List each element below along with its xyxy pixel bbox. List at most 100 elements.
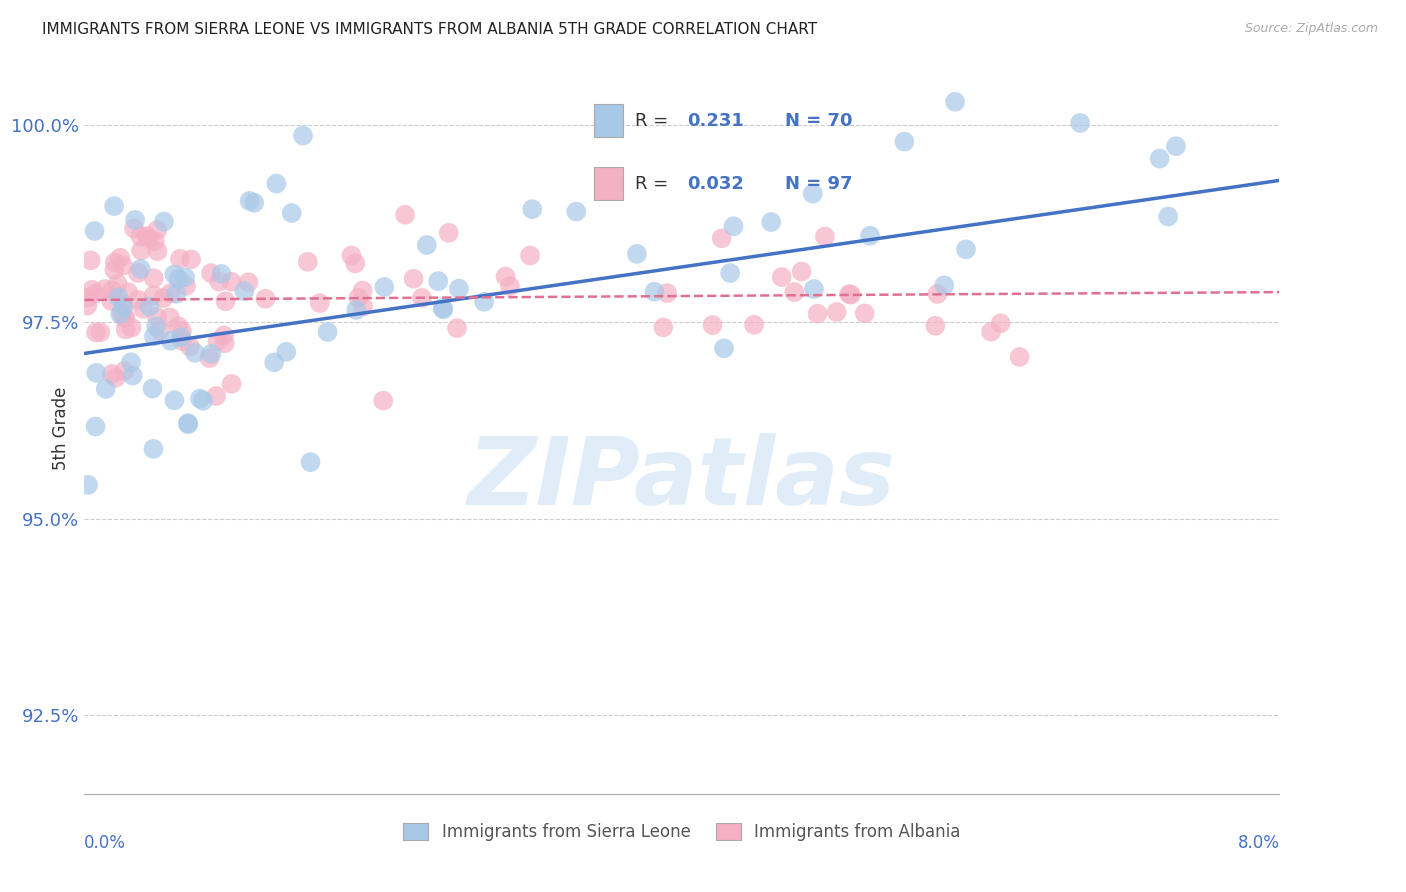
Point [104, 371, 127, 385]
Point [110, 251, 132, 265]
Point [352, 284, 374, 298]
Point [522, 202, 544, 217]
Point [432, 301, 454, 315]
Point [184, 346, 207, 360]
Point [643, 285, 665, 299]
Point [112, 364, 135, 378]
Point [198, 351, 221, 365]
Point [519, 248, 541, 262]
Point [238, 275, 260, 289]
Point [344, 256, 367, 270]
Point [129, 229, 152, 244]
Text: Source: ZipAtlas.com: Source: ZipAtlas.com [1244, 22, 1378, 36]
Point [853, 306, 876, 320]
Point [1069, 116, 1091, 130]
Point [955, 243, 977, 257]
Point [177, 417, 200, 431]
Point [107, 290, 129, 304]
Point [316, 325, 339, 339]
Point [163, 268, 186, 282]
Point [112, 259, 135, 273]
Point [214, 336, 236, 351]
Point [266, 177, 288, 191]
Point [142, 288, 165, 302]
Point [107, 277, 129, 291]
Point [117, 285, 139, 300]
Point [121, 368, 143, 383]
Point [110, 307, 132, 321]
Point [141, 382, 163, 396]
Point [801, 186, 824, 201]
Point [84, 286, 107, 301]
Point [723, 219, 745, 234]
Point [292, 128, 315, 143]
Point [207, 334, 229, 349]
Point [825, 305, 848, 319]
Point [427, 274, 450, 288]
Point [122, 221, 145, 235]
Point [170, 324, 193, 338]
Point [803, 282, 825, 296]
Point [100, 293, 122, 308]
Point [446, 321, 468, 335]
Point [205, 389, 228, 403]
Point [200, 347, 222, 361]
Point [221, 376, 243, 391]
Point [394, 208, 416, 222]
Point [159, 310, 181, 325]
Point [146, 244, 169, 259]
Point [934, 278, 956, 293]
Point [142, 442, 165, 456]
Point [243, 195, 266, 210]
Point [153, 214, 176, 228]
Point [718, 266, 741, 280]
Point [838, 287, 860, 301]
Point [146, 310, 169, 324]
Point [169, 252, 191, 266]
Point [221, 275, 243, 289]
Point [159, 334, 181, 348]
Point [927, 287, 949, 301]
Point [254, 292, 277, 306]
Point [112, 310, 135, 325]
Point [208, 275, 231, 289]
Point [839, 287, 862, 301]
Point [742, 318, 765, 332]
Point [761, 215, 783, 229]
Point [138, 300, 160, 314]
Point [1157, 210, 1180, 224]
Point [138, 231, 160, 245]
Point [806, 307, 828, 321]
Point [814, 229, 837, 244]
Point [280, 206, 302, 220]
Point [76, 299, 98, 313]
Point [80, 283, 103, 297]
Point [790, 264, 813, 278]
Point [77, 478, 100, 492]
Text: ZIPatlas: ZIPatlas [468, 434, 896, 525]
Point [276, 344, 298, 359]
Point [152, 291, 174, 305]
Point [129, 261, 152, 276]
Point [111, 305, 134, 319]
Point [143, 234, 166, 248]
Point [101, 284, 124, 298]
Point [149, 323, 172, 337]
Point [990, 316, 1012, 330]
Point [297, 255, 319, 269]
Point [180, 252, 202, 267]
Point [84, 366, 107, 380]
Point [432, 302, 454, 317]
Point [124, 212, 146, 227]
Legend: Immigrants from Sierra Leone, Immigrants from Albania: Immigrants from Sierra Leone, Immigrants… [396, 816, 967, 847]
Point [233, 284, 256, 298]
Point [1149, 152, 1171, 166]
Point [174, 278, 197, 293]
Point [77, 291, 100, 305]
Point [165, 286, 187, 301]
Point [626, 247, 648, 261]
Point [174, 270, 197, 285]
Point [142, 271, 165, 285]
Point [114, 310, 136, 325]
Point [167, 272, 190, 286]
